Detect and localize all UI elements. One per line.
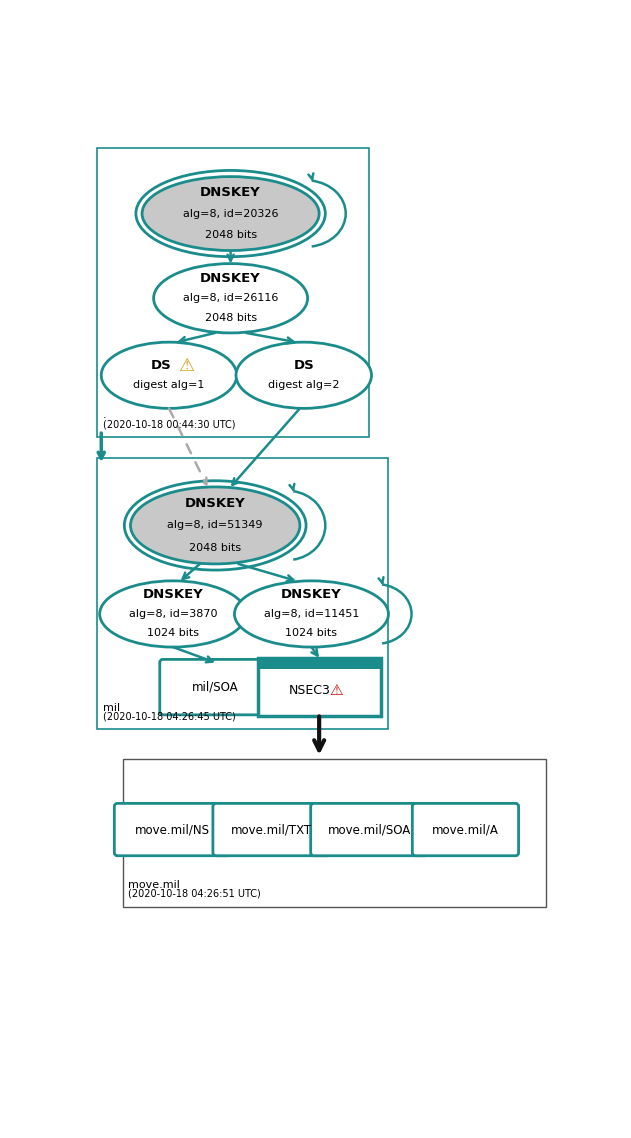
Text: mil: mil [103,702,120,712]
Text: (2020-10-18 04:26:51 UTC): (2020-10-18 04:26:51 UTC) [128,889,261,899]
Bar [257,669,380,716]
Text: 1024 bits: 1024 bits [285,628,338,638]
Text: move.mil: move.mil [128,880,180,890]
Ellipse shape [235,580,389,648]
Text: DNSKEY: DNSKEY [185,496,245,510]
Ellipse shape [153,264,307,333]
Text: 2048 bits: 2048 bits [189,543,241,553]
Ellipse shape [101,343,237,409]
Text: .: . [103,410,107,420]
Text: DS: DS [293,360,314,372]
Text: DNSKEY: DNSKEY [200,185,261,199]
Text: alg=8, id=11451: alg=8, id=11451 [264,609,359,619]
Text: ⚠: ⚠ [329,684,343,699]
Text: (2020-10-18 04:26:45 UTC): (2020-10-18 04:26:45 UTC) [103,711,235,721]
FancyBboxPatch shape [310,803,428,856]
Bar [97,148,369,437]
FancyBboxPatch shape [412,803,519,856]
Text: NSEC3: NSEC3 [289,684,331,698]
Text: alg=8, id=51349: alg=8, id=51349 [167,520,263,530]
Ellipse shape [100,580,246,648]
Text: alg=8, id=3870: alg=8, id=3870 [129,609,217,619]
Text: digest alg=2: digest alg=2 [268,380,339,390]
Ellipse shape [131,487,300,564]
Text: DNSKEY: DNSKEY [281,588,342,601]
Ellipse shape [236,343,372,409]
Text: move.mil/A: move.mil/A [432,823,499,836]
Text: 2048 bits: 2048 bits [204,230,257,240]
FancyBboxPatch shape [114,803,232,856]
Text: mil/SOA: mil/SOA [192,681,239,693]
Text: move.mil/SOA: move.mil/SOA [327,823,411,836]
FancyBboxPatch shape [160,659,271,715]
Bar [97,459,389,729]
Text: DNSKEY: DNSKEY [200,272,261,284]
Text: (2020-10-18 00:44:30 UTC): (2020-10-18 00:44:30 UTC) [103,419,235,429]
Bar [257,658,380,716]
FancyBboxPatch shape [213,803,330,856]
Text: DS: DS [151,360,172,372]
Text: 2048 bits: 2048 bits [204,313,257,323]
Text: ⚠: ⚠ [178,356,194,374]
Text: DNSKEY: DNSKEY [143,588,203,601]
Bar [257,658,380,669]
Text: digest alg=1: digest alg=1 [133,380,204,390]
Text: move.mil/NS: move.mil/NS [136,823,210,836]
Text: 1024 bits: 1024 bits [147,628,199,638]
Text: move.mil/TXT: move.mil/TXT [231,823,312,836]
Text: alg=8, id=26116: alg=8, id=26116 [183,294,278,303]
Bar [123,759,546,907]
Ellipse shape [142,176,319,250]
Text: alg=8, id=20326: alg=8, id=20326 [183,208,278,218]
